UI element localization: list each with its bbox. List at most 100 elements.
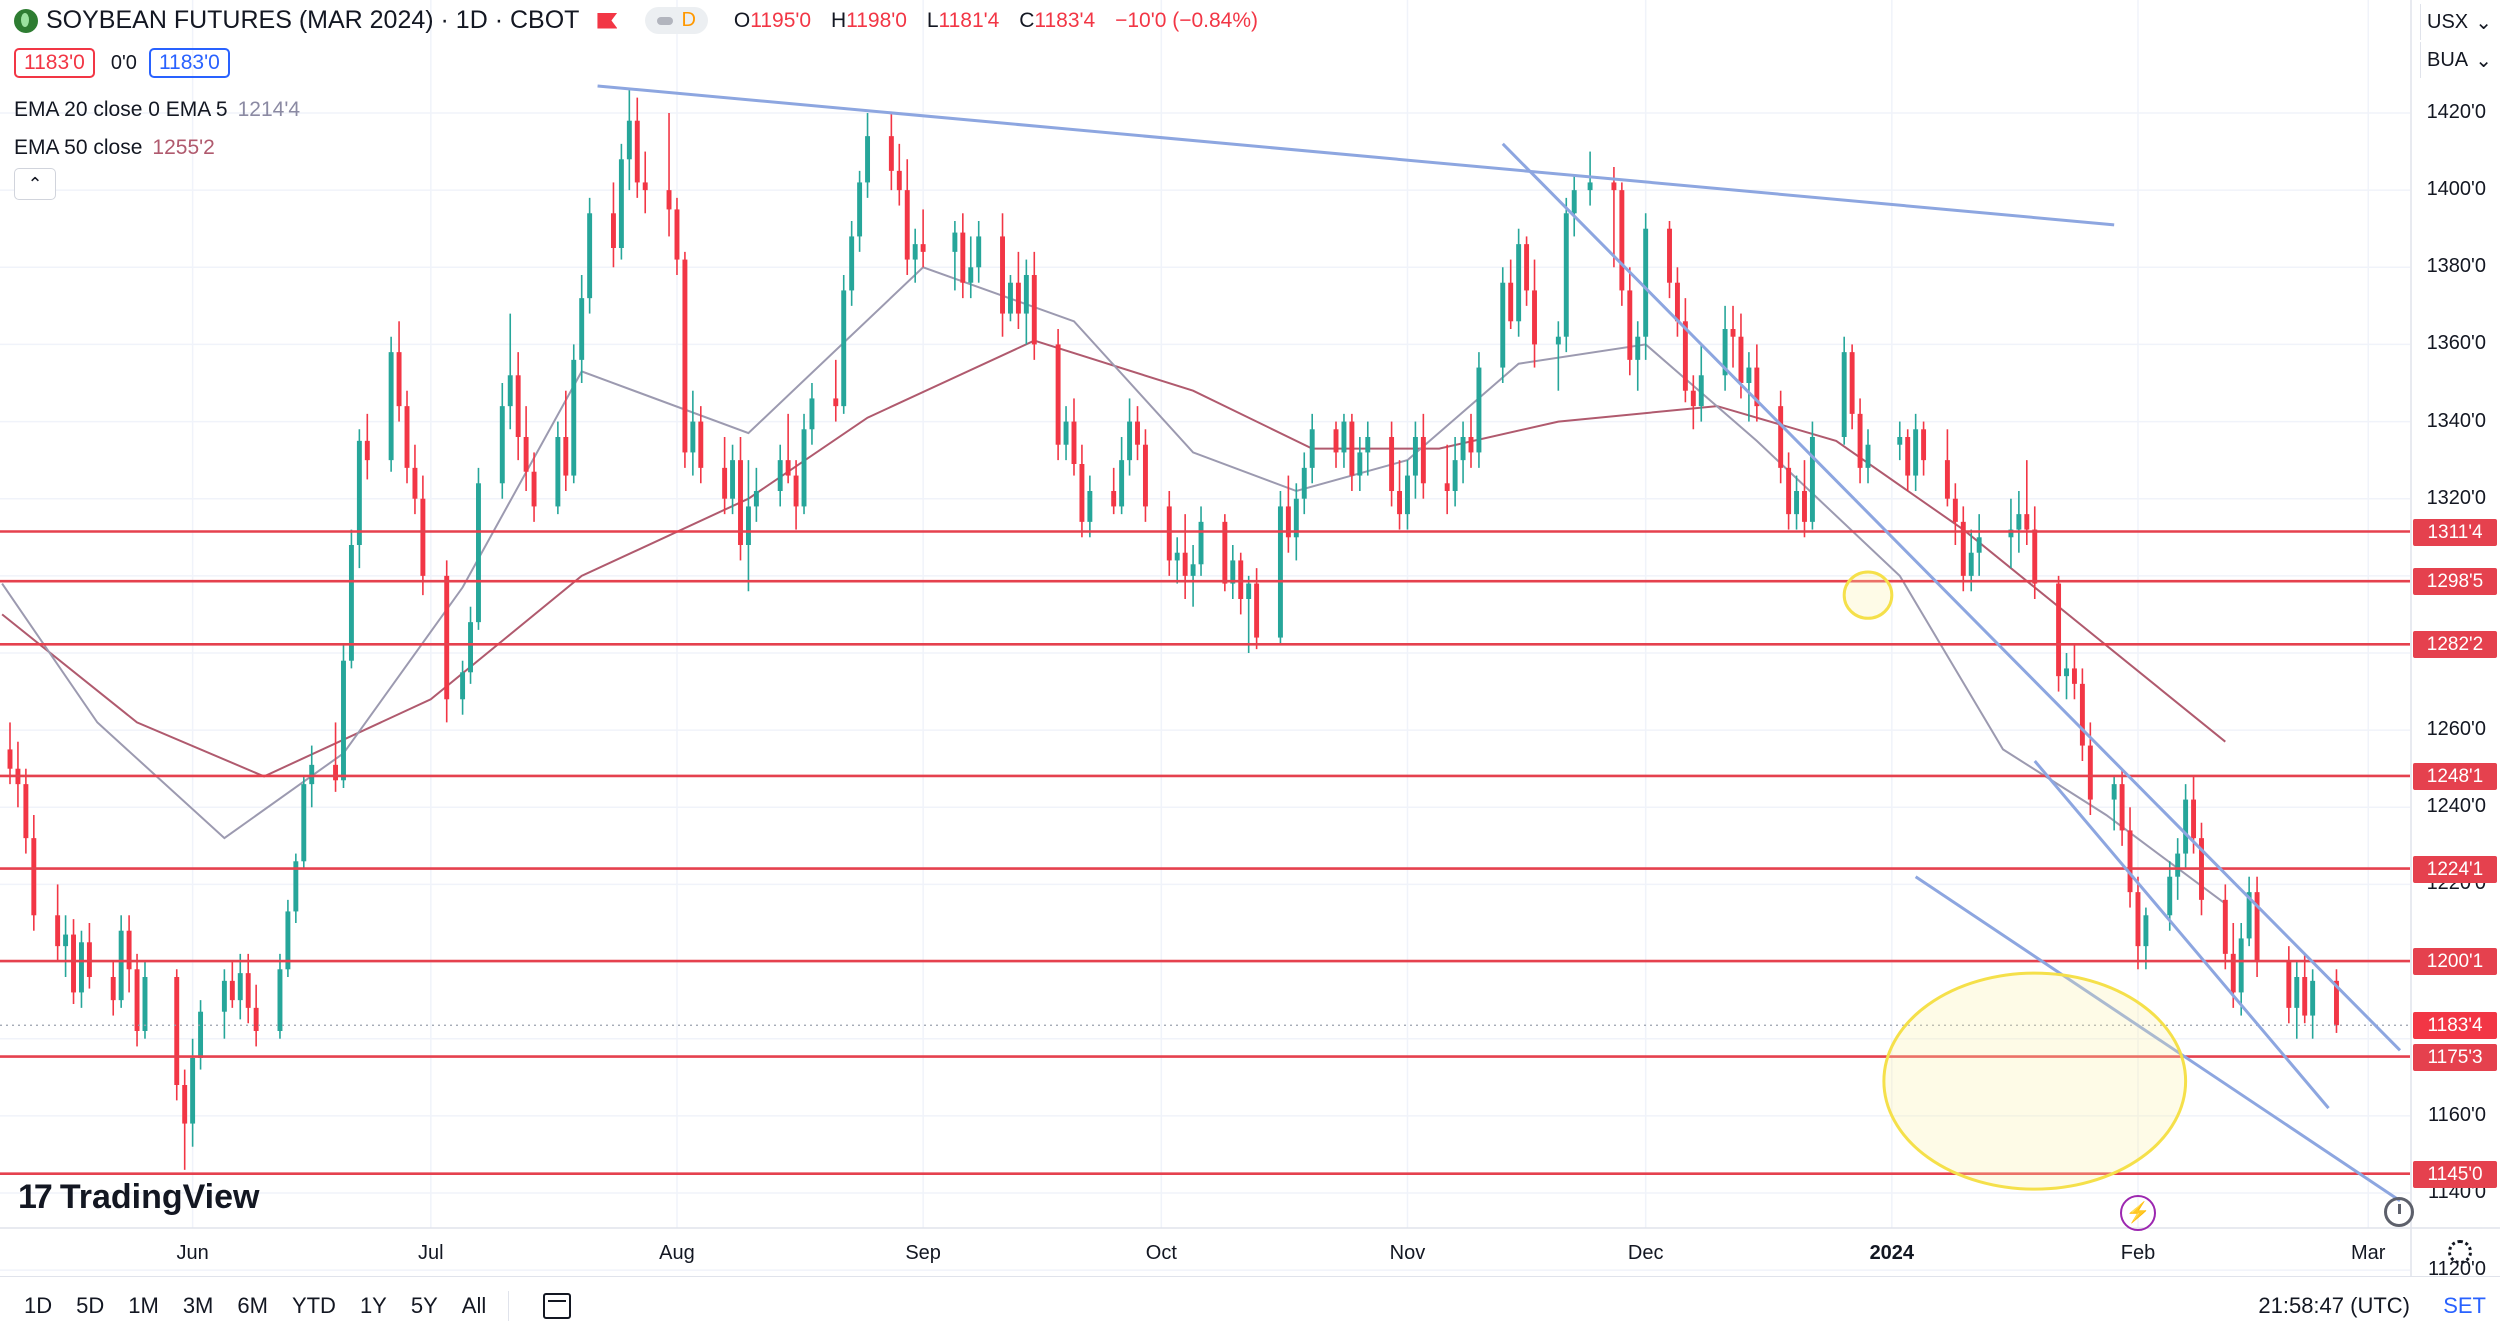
lightning-icon[interactable]: ⚡	[2120, 1195, 2156, 1231]
candle-body	[1023, 275, 1029, 314]
candle-body	[1944, 460, 1950, 499]
level-price-tag: 1298'5	[2413, 568, 2497, 596]
candle-body	[2254, 892, 2260, 962]
candle-body	[515, 375, 521, 437]
candle-body	[841, 290, 847, 407]
candle-body	[1754, 367, 1760, 407]
candle-body	[682, 259, 688, 453]
ask-button[interactable]: 1183'0	[148, 48, 230, 78]
symbol-logo-icon	[14, 8, 38, 33]
utc-clock[interactable]: 21:58:47 (UTC)	[2258, 1292, 2410, 1318]
spread-value: 0'0	[110, 51, 137, 74]
candle-body	[2246, 892, 2252, 939]
level-price-tag: 1311'4	[2413, 518, 2497, 546]
candle-body	[698, 421, 704, 468]
collapse-legend-button[interactable]: ⌃	[14, 168, 56, 200]
price-tick-label: 1160'0	[2428, 1103, 2486, 1126]
flag-icon[interactable]	[597, 12, 618, 29]
candle-body	[1071, 421, 1077, 464]
candle-body	[833, 398, 839, 407]
bid-ask-row: 1183'0 0'0 1183'0	[14, 48, 230, 78]
candle-body	[23, 784, 29, 839]
price-tick-label: 1120'0	[2428, 1258, 2486, 1281]
range-1y[interactable]: 1Y	[359, 1292, 387, 1318]
candle-body	[1619, 190, 1625, 291]
candle-body	[1674, 282, 1680, 322]
candle-body	[1516, 244, 1522, 322]
candle-body	[777, 460, 783, 491]
market-status-pill[interactable]: D	[645, 7, 708, 34]
candle-body	[2032, 529, 2038, 584]
price-tick-label: 1320'0	[2426, 486, 2486, 509]
range-5y[interactable]: 5Y	[410, 1292, 438, 1318]
candle-body	[666, 190, 672, 210]
candle-body	[2183, 799, 2189, 854]
high-value: 1198'0	[846, 8, 907, 32]
range-5d[interactable]: 5D	[76, 1292, 105, 1318]
candle-body	[2167, 876, 2173, 916]
candle-body	[1976, 537, 1982, 553]
candle-body	[1277, 506, 1283, 638]
time-tick-label: Jun	[176, 1242, 209, 1264]
unit-selector[interactable]: BUA ⌄	[2420, 42, 2498, 78]
range-1d[interactable]: 1D	[24, 1292, 53, 1318]
candle-body	[2238, 938, 2244, 993]
calendar-goto-icon[interactable]	[543, 1292, 572, 1319]
candle-body	[888, 136, 894, 171]
candle-body	[1333, 429, 1339, 453]
candle-body	[1087, 491, 1093, 522]
candle-body	[730, 460, 736, 499]
highlight-ellipse	[1842, 570, 1894, 620]
ema50-legend[interactable]: EMA 50 close 1255'2	[14, 136, 215, 160]
currency-label: USX	[2427, 10, 2469, 33]
candle-body	[2135, 892, 2141, 947]
candle-body	[253, 1007, 259, 1031]
candle-body	[793, 475, 799, 507]
range-ytd[interactable]: YTD	[291, 1292, 336, 1318]
candle-body	[1452, 460, 1458, 491]
candle-body	[1809, 437, 1815, 522]
clock-icon[interactable]	[2384, 1197, 2414, 1227]
candle-body	[2008, 529, 2014, 538]
candle-body	[1500, 282, 1506, 368]
price-tick-label: 1260'0	[2426, 718, 2486, 741]
last-price-tag: 1183'4	[2413, 1012, 2497, 1040]
candle-body	[1111, 491, 1117, 507]
candle-body	[801, 429, 807, 507]
bid-button[interactable]: 1183'0	[14, 48, 95, 78]
candle-body	[1460, 437, 1466, 461]
candle-body	[499, 406, 505, 484]
range-1m[interactable]: 1M	[128, 1292, 159, 1318]
candle-body	[2071, 668, 2077, 684]
candle-body	[79, 942, 84, 993]
level-price-tag: 1175'3	[2413, 1043, 2497, 1071]
unit-label: BUA	[2427, 48, 2469, 71]
ema20-legend[interactable]: EMA 20 close 0 EMA 5 1214'4	[14, 98, 300, 122]
gear-icon[interactable]	[2448, 1240, 2472, 1264]
trend-line	[2033, 760, 2330, 1110]
symbol-title[interactable]: SOYBEAN FUTURES (MAR 2024) · 1D · CBOT	[46, 6, 580, 34]
range-6m[interactable]: 6M	[237, 1292, 268, 1318]
range-all[interactable]: All	[461, 1292, 487, 1318]
candle-body	[1738, 336, 1744, 383]
set-button[interactable]: SET	[2443, 1292, 2486, 1318]
high-label: H	[830, 8, 847, 32]
candle-body	[1285, 506, 1291, 538]
candle-body	[1349, 421, 1355, 476]
candle-body	[356, 440, 362, 545]
candle-body	[2334, 980, 2339, 1026]
bottom-toolbar: 1D 5D 1M 3M 6M YTD 1Y 5Y All 21:58:47 (U…	[0, 1276, 2500, 1334]
candle-body	[1301, 467, 1307, 499]
candle-body	[293, 861, 299, 912]
candle-body	[1055, 344, 1061, 445]
range-3m[interactable]: 3M	[182, 1292, 214, 1318]
candle-body	[1563, 213, 1569, 337]
candle-body	[722, 467, 728, 499]
currency-selector[interactable]: USX ⌄	[2420, 4, 2498, 40]
candle-body	[1190, 564, 1196, 576]
candle-body	[785, 460, 791, 476]
candle-body	[2222, 899, 2228, 954]
candle-body	[1802, 491, 1807, 522]
